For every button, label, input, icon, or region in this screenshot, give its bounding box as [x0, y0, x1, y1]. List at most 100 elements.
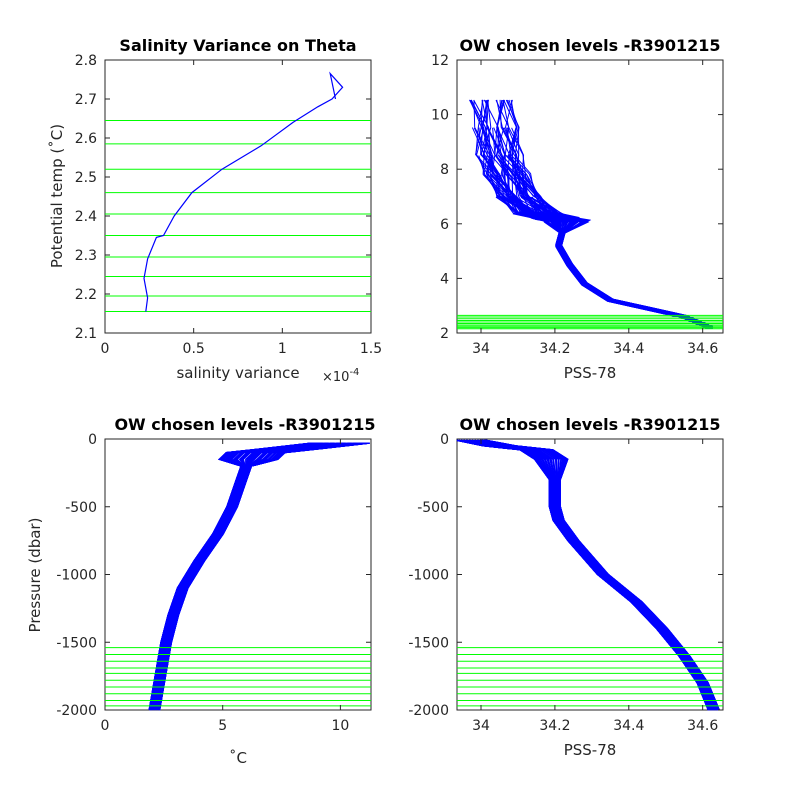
y-tick-label: -2000	[56, 703, 97, 719]
x-tick-label: 34.6	[687, 341, 718, 357]
x-axis-label: ˚C	[229, 749, 247, 767]
profile-lines	[469, 99, 713, 330]
panel-theta-salinity: OW chosen levels -R3901215 34 34.2 34.4 34.…	[431, 36, 724, 382]
y-tick-label: -500	[417, 500, 449, 516]
profile-lines	[456, 439, 720, 711]
x-tick-label: 0	[101, 341, 110, 357]
profile-line	[469, 439, 715, 711]
profile-line	[481, 439, 719, 711]
x-axis-ticks: 0 5 10	[101, 439, 349, 734]
y-tick-label: 2.5	[75, 170, 97, 186]
y-tick-label: 2.2	[75, 287, 97, 303]
profile-line	[151, 442, 330, 711]
y-tick-label: 6	[440, 217, 449, 233]
x-tick-label: 0	[101, 718, 110, 734]
profile-line	[149, 442, 316, 711]
profile-line	[151, 442, 326, 711]
x-tick-label: 34.4	[613, 718, 644, 734]
x-axis-label: salinity variance	[176, 364, 299, 382]
y-tick-label: 2.7	[75, 92, 97, 108]
y-tick-label: -2000	[408, 703, 449, 719]
x-tick-label: 1.5	[360, 341, 382, 357]
profile-line	[157, 442, 364, 711]
x-axis-label: PSS-78	[564, 364, 617, 382]
panel-title: OW chosen levels -R3901215	[459, 415, 720, 434]
level-lines	[105, 119, 371, 313]
y-axis-label: Potential temp (˚C)	[48, 124, 66, 268]
x-tick-label: 5	[218, 718, 227, 734]
x-tick-label: 1	[278, 341, 287, 357]
profile-line	[143, 71, 344, 312]
y-tick-label: 10	[431, 108, 449, 124]
x-axis-ticks: 34 34.2 34.4 34.6	[472, 439, 718, 734]
y-tick-label: -1500	[408, 635, 449, 651]
x-tick-label: 34.2	[539, 718, 570, 734]
x-tick-label: 34	[472, 341, 490, 357]
x-axis-label: PSS-78	[564, 741, 617, 759]
profile-line	[477, 439, 717, 711]
profile-line	[475, 99, 708, 327]
panel-title: Salinity Variance on Theta	[119, 36, 356, 55]
profile-line	[155, 442, 349, 711]
x-axis-ticks: 0 0.5 1 1.5	[101, 60, 382, 357]
y-tick-label: 2.8	[75, 53, 97, 69]
profile-line	[471, 439, 716, 711]
profile-line	[456, 439, 709, 711]
y-tick-label: -1000	[56, 568, 97, 584]
y-tick-label: 2	[440, 326, 449, 342]
profile-line	[474, 439, 716, 711]
plot-area	[104, 59, 372, 334]
y-tick-label: -1000	[408, 568, 449, 584]
x-tick-label: 0.5	[183, 341, 205, 357]
y-tick-label: 12	[431, 53, 449, 69]
panel-salinity-pressure: OW chosen levels -R3901215 34 34.2 34.4 34.…	[408, 415, 724, 759]
profile-line	[148, 442, 312, 711]
profile-lines	[148, 442, 370, 711]
profile-line	[460, 439, 712, 711]
y-tick-label: 2.4	[75, 209, 97, 225]
y-axis-ticks: -2000 -1500 -1000 -500 0	[408, 432, 723, 719]
y-tick-label: 0	[440, 432, 449, 448]
panel-title: OW chosen levels -R3901215	[114, 415, 375, 434]
y-tick-label: 2.3	[75, 248, 97, 264]
level-lines	[457, 314, 723, 330]
y-tick-label: 4	[440, 271, 449, 287]
y-tick-label: 2.6	[75, 131, 97, 147]
y-axis-ticks: -2000 -1500 -1000 -500 0	[56, 432, 371, 719]
y-axis-label: Pressure (dbar)	[26, 518, 44, 633]
profile-line	[508, 99, 713, 328]
level-lines	[105, 647, 371, 707]
x-tick-label: 34.6	[687, 718, 718, 734]
x-tick-label: 34.4	[613, 341, 644, 357]
x-axis-exponent: ×10-4	[322, 367, 359, 385]
profile-line	[491, 155, 709, 328]
panel-title: OW chosen levels -R3901215	[459, 36, 720, 55]
y-tick-label: -1500	[56, 635, 97, 651]
profile-line	[150, 442, 320, 711]
profile-line	[157, 442, 358, 711]
x-tick-label: 34	[472, 718, 490, 734]
y-axis-ticks: 2 4 6 8 10 12	[431, 53, 723, 342]
y-tick-label: 8	[440, 162, 449, 178]
plot-area	[456, 438, 724, 711]
y-tick-label: 2.1	[75, 326, 97, 342]
y-tick-label: 0	[88, 432, 97, 448]
x-axis-ticks: 34 34.2 34.4 34.6	[472, 60, 718, 357]
y-tick-label: -500	[65, 500, 97, 516]
level-lines	[457, 647, 723, 707]
series-lines	[143, 71, 344, 312]
profile-line	[466, 439, 714, 711]
x-tick-label: 34.2	[539, 341, 570, 357]
profile-line	[154, 442, 342, 711]
profile-line	[458, 439, 711, 711]
profile-line	[484, 439, 720, 711]
x-exponent-base: ×10	[322, 370, 349, 385]
x-exponent-power: -4	[349, 367, 359, 378]
panel-salinity-variance: Salinity Variance on Theta 0 0.5 1 1.5 2.12…	[48, 36, 382, 385]
profile-line	[159, 442, 370, 711]
panel-temperature-pressure: OW chosen levels -R3901215 0 5 10 -2000 -15…	[26, 415, 376, 767]
y-axis-ticks: 2.1 2.2 2.3 2.4 2.5 2.6 2.7 2.8	[75, 53, 371, 342]
profile-line	[463, 439, 713, 711]
x-tick-label: 10	[331, 718, 349, 734]
